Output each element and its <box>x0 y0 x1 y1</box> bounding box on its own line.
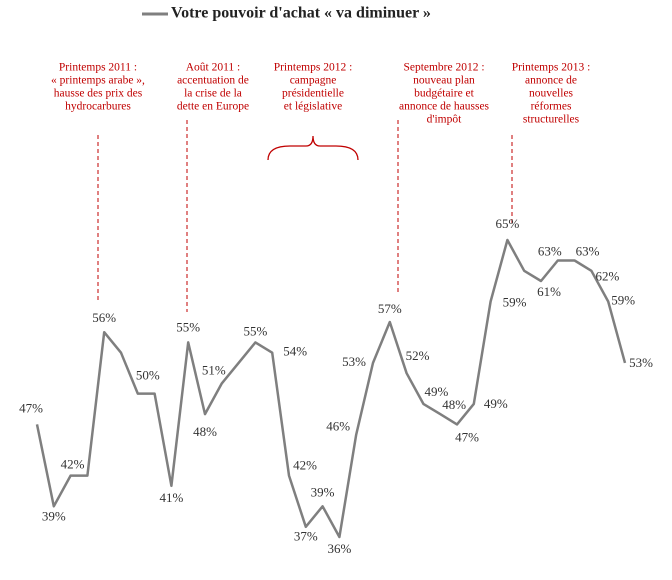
annotation: « printemps arabe », <box>51 75 145 87</box>
data-label: 37% <box>294 529 318 544</box>
annotation: réformes <box>531 101 572 113</box>
annotation: Printemps 2013 : <box>512 62 591 74</box>
data-label: 63% <box>576 244 600 259</box>
data-label: 47% <box>19 400 43 415</box>
data-label: 57% <box>378 301 402 316</box>
annotation: nouvelles <box>529 88 574 100</box>
legend-label: Votre pouvoir d'achat « va diminuer » <box>171 5 431 22</box>
data-label: 56% <box>92 310 116 325</box>
data-label: 52% <box>406 348 430 363</box>
data-label: 41% <box>159 490 183 505</box>
data-label: 39% <box>42 508 66 523</box>
annotation: annonce de <box>525 75 577 87</box>
annotation: Printemps 2012 : <box>274 62 353 74</box>
annotation: présidentielle <box>282 88 344 100</box>
data-label: 53% <box>629 355 653 370</box>
data-label: 49% <box>484 396 508 411</box>
data-label: 50% <box>136 368 160 383</box>
annotation: hydrocarbures <box>65 101 131 113</box>
data-label: 61% <box>537 284 561 299</box>
data-label: 39% <box>311 484 335 499</box>
brace <box>267 135 359 161</box>
data-label: 55% <box>176 319 200 334</box>
data-label: 59% <box>503 294 527 309</box>
data-label: 42% <box>293 458 317 473</box>
data-label: 36% <box>327 541 351 556</box>
data-label: 63% <box>538 244 562 259</box>
line <box>35 238 627 539</box>
annotation: accentuation de <box>177 75 249 87</box>
data-label: 55% <box>243 323 267 338</box>
annotation: et législative <box>284 101 342 113</box>
annotation: Août 2011 : <box>186 62 241 74</box>
data-label: 42% <box>61 457 85 472</box>
data-label: 48% <box>193 424 217 439</box>
data-label: 65% <box>495 216 519 231</box>
data-label: 54% <box>283 344 307 359</box>
data-label: 59% <box>611 292 635 307</box>
data-label: 53% <box>342 354 366 369</box>
annotation: Printemps 2011 : <box>59 62 137 74</box>
annotation: hausse des prix des <box>54 88 143 100</box>
annotation: campagne <box>290 75 337 87</box>
annotation: annonce de hausses <box>399 101 490 113</box>
data-label: 51% <box>202 362 226 377</box>
data-label: 47% <box>455 429 479 444</box>
annotation: Septembre 2012 : <box>403 62 484 74</box>
annotation: dette en Europe <box>177 101 249 113</box>
annotation: budgétaire et <box>414 88 475 100</box>
data-label: 48% <box>442 397 466 412</box>
data-label: 49% <box>424 384 448 399</box>
data-label: 46% <box>326 419 350 434</box>
annotation: structurelles <box>523 114 580 126</box>
annotation: nouveau plan <box>413 75 475 87</box>
annotation: d'impôt <box>427 114 462 126</box>
data-label: 62% <box>595 269 619 284</box>
annotation: la crise de la <box>184 88 242 100</box>
